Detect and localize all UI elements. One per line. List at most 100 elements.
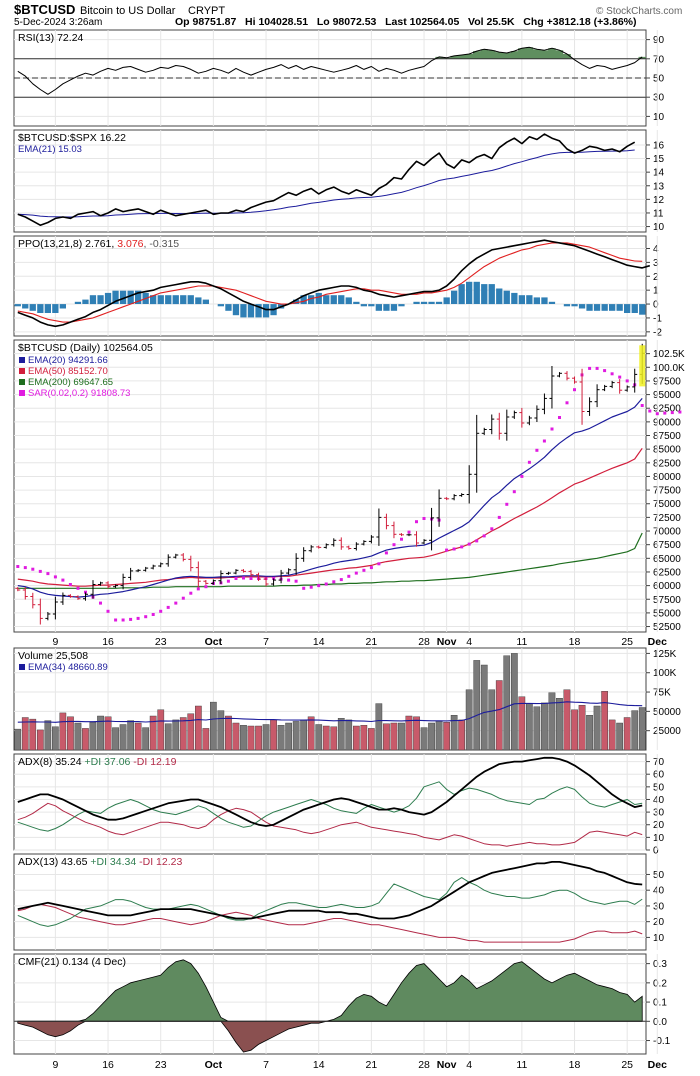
volume-bar bbox=[623, 717, 631, 751]
price-legend-swatch bbox=[19, 368, 25, 374]
volume-bar bbox=[277, 725, 285, 751]
ratio-ema-legend: EMA(21) 15.03 bbox=[18, 144, 82, 155]
sar-dot bbox=[392, 543, 396, 547]
ppo-hist-bar bbox=[97, 295, 104, 305]
volume-bar bbox=[142, 727, 150, 751]
volume-bar bbox=[518, 696, 526, 751]
volume-bar bbox=[292, 721, 300, 751]
ppo-tick-label: 1 bbox=[653, 286, 659, 297]
adx13-title-part: ADX(13) 43.65 bbox=[18, 856, 90, 868]
volume-ema-line bbox=[17, 701, 643, 723]
ppo-hist-bar bbox=[52, 304, 59, 313]
sar-dot bbox=[565, 401, 569, 405]
sar-dot bbox=[588, 366, 592, 370]
x-tick-label-bottom: 25 bbox=[621, 1059, 633, 1071]
sar-dot bbox=[196, 587, 200, 591]
volume-bar bbox=[526, 703, 533, 751]
volume-bar bbox=[112, 727, 119, 751]
volume-bar bbox=[217, 710, 225, 751]
sar-dot bbox=[294, 579, 298, 583]
sar-dot bbox=[16, 565, 20, 568]
ppo-hist-bar bbox=[353, 301, 360, 304]
price-tick-label: 67500 bbox=[653, 540, 681, 551]
ppo-hist-bar bbox=[593, 304, 601, 311]
volume-bar bbox=[548, 692, 556, 751]
x-tick-label: 4 bbox=[466, 636, 472, 648]
cmf-tick-label: 0.1 bbox=[653, 998, 667, 1009]
cmf-tick-label: 0.3 bbox=[653, 959, 667, 970]
x-tick-label-bottom: 11 bbox=[516, 1059, 527, 1071]
ppo-hist-bar bbox=[240, 304, 247, 318]
price-tick-label: 100.0K bbox=[653, 363, 685, 374]
volume-bar bbox=[541, 702, 548, 751]
x-tick-label-bottom: 21 bbox=[366, 1059, 378, 1071]
volume-bar bbox=[255, 725, 262, 751]
x-tick-label: 14 bbox=[313, 636, 325, 648]
ppo-hist-bar bbox=[503, 290, 510, 304]
rsi-panel: 10 30 50 70 90 RSI(13) 72.24 bbox=[13, 29, 665, 127]
ppo-hist-bar bbox=[112, 290, 119, 304]
volume-bar bbox=[315, 724, 323, 751]
ppo-hist-bar bbox=[135, 290, 142, 304]
symbol: $BTCUSD bbox=[14, 2, 75, 17]
volume-tick-label: 75K bbox=[653, 688, 671, 699]
sar-dot bbox=[324, 582, 328, 586]
sar-dot bbox=[377, 562, 381, 566]
ppo-hist-bar bbox=[323, 295, 330, 305]
volume-bar bbox=[398, 722, 405, 751]
sar-dot bbox=[61, 578, 65, 582]
x-tick-label-bottom: 28 bbox=[418, 1059, 430, 1071]
volume-bar bbox=[638, 707, 646, 751]
adx8-line bbox=[17, 756, 643, 827]
ratio-title: $BTCUSD:$SPX 16.22 bbox=[18, 132, 126, 144]
sar-dot bbox=[76, 586, 80, 590]
cmf-tick-label: -0.1 bbox=[653, 1036, 671, 1047]
volume-bar bbox=[345, 719, 353, 751]
sar-dot bbox=[445, 548, 449, 552]
x-tick-label: 18 bbox=[569, 636, 581, 648]
ppo-hist-bar bbox=[217, 304, 224, 307]
ppo-hist-bar bbox=[187, 295, 194, 305]
sar-dot bbox=[309, 585, 313, 589]
sar-dot bbox=[354, 571, 358, 575]
ppo-title-part: , -0.315 bbox=[144, 238, 180, 250]
sar-dot bbox=[505, 502, 509, 506]
sar-dot bbox=[166, 605, 170, 609]
adx8-di-plus-line bbox=[17, 781, 643, 832]
ratio-ema-line bbox=[17, 149, 635, 218]
ppo-hist-bar bbox=[37, 304, 44, 313]
volume-bar bbox=[586, 715, 593, 751]
volume-bar bbox=[202, 728, 210, 751]
volume-bar bbox=[616, 722, 624, 751]
last-price-highlight bbox=[639, 345, 646, 387]
ppo-hist-bar bbox=[308, 295, 315, 305]
sar-dot bbox=[151, 613, 155, 616]
symbol-name: Bitcoin to US Dollar bbox=[80, 5, 176, 17]
volume-bar bbox=[89, 722, 97, 751]
adx13-tick-label: 50 bbox=[653, 870, 665, 881]
price-legend-item: EMA(200) 69647.65 bbox=[28, 377, 113, 388]
sar-dot bbox=[490, 527, 494, 531]
ppo-hist-bar bbox=[375, 304, 382, 311]
price-panel: 52500 55000 57500 60000 62500 65000 67500 70000… bbox=[13, 339, 685, 633]
volume-bar bbox=[127, 720, 135, 751]
sar-dot bbox=[400, 537, 403, 541]
price-legend-item: EMA(20) 94291.66 bbox=[28, 355, 108, 366]
sar-dot bbox=[369, 566, 373, 570]
price-legend-swatch bbox=[19, 379, 25, 385]
rsi-tick-label: 10 bbox=[653, 112, 665, 123]
volume-bar bbox=[465, 689, 473, 751]
ppo-hist-bar bbox=[398, 304, 405, 307]
volume-ema-legend: EMA(34) 48660.89 bbox=[28, 662, 108, 673]
ema200-line bbox=[17, 532, 643, 589]
ppo-hist-bar bbox=[420, 301, 428, 304]
price-tick-label: 90000 bbox=[653, 417, 681, 428]
ppo-hist-bar bbox=[119, 290, 127, 304]
adx8-title: ADX(8) 35.24 +DI 37.06 -DI 12.19 bbox=[18, 756, 177, 768]
volume-bar bbox=[307, 716, 315, 751]
price-tick-label: 60000 bbox=[653, 581, 681, 592]
sar-dot bbox=[249, 577, 253, 580]
volume-bar bbox=[337, 718, 345, 751]
price-legend-swatch bbox=[19, 390, 25, 396]
